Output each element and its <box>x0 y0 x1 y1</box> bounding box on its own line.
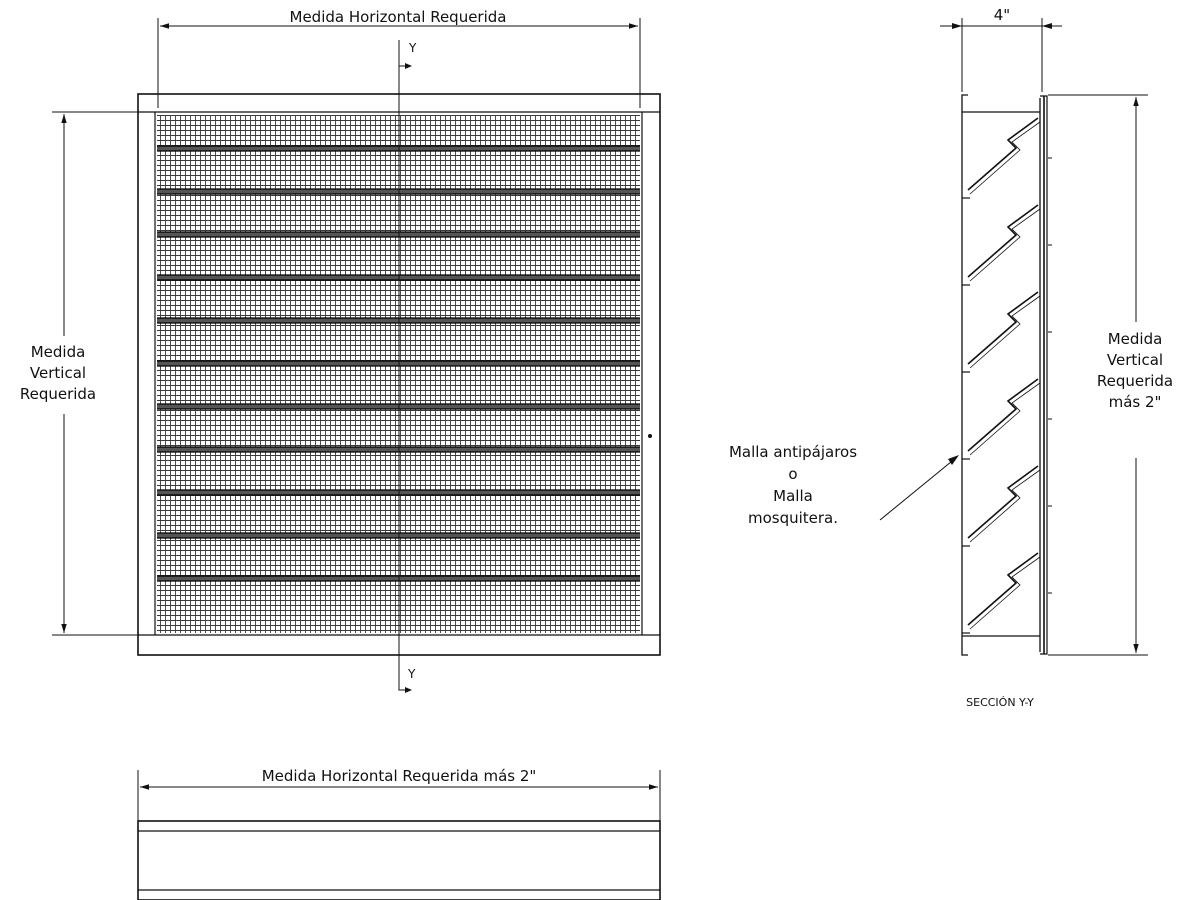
section-blade <box>962 204 1052 286</box>
section-vertical-dimension-label-2: Vertical <box>1107 351 1163 369</box>
front-view: Medida Horizontal Requerida Medida Verti… <box>20 8 661 693</box>
section-marker-bottom: Y <box>398 667 416 693</box>
section-vertical-dimension-label-3: Requerida <box>1097 372 1173 390</box>
mesh-callout: Malla antipájaros o Malla mosquitera. <box>729 443 959 527</box>
front-vertical-dimension: Medida Vertical Requerida <box>20 111 155 636</box>
section-louver-blades <box>962 117 1052 634</box>
mesh-callout-line-3: Malla <box>773 487 813 505</box>
section-marker-bottom-label: Y <box>407 667 416 681</box>
front-vertical-dimension-label-1: Medida <box>31 343 86 361</box>
section-blade <box>962 552 1052 634</box>
section-view: 4" Medida Vertical Requerida más 2" <box>729 6 1173 709</box>
front-vertical-dimension-label-3: Requerida <box>20 385 96 403</box>
section-depth-dimension: 4" <box>940 6 1062 92</box>
section-blade <box>962 291 1052 373</box>
section-marker-top: Y <box>398 41 417 69</box>
bottom-view: Medida Horizontal Requerida más 2" <box>137 767 661 900</box>
section-vertical-dimension-label-1: Medida <box>1108 330 1163 348</box>
front-vertical-dimension-label-2: Vertical <box>30 364 86 382</box>
mesh-callout-line-1: Malla antipájaros <box>729 443 857 461</box>
front-horizontal-dimension: Medida Horizontal Requerida <box>157 8 641 108</box>
front-horizontal-dimension-label: Medida Horizontal Requerida <box>290 8 507 26</box>
section-blade <box>962 465 1052 547</box>
section-frame <box>961 94 1048 656</box>
section-marker-top-label: Y <box>408 41 417 55</box>
section-title: SECCIÓN Y-Y <box>966 696 1034 709</box>
bottom-horizontal-dimension-label: Medida Horizontal Requerida más 2" <box>262 767 537 785</box>
section-vertical-dimension-label-4: más 2" <box>1109 393 1162 411</box>
mesh-callout-line-4: mosquitera. <box>748 509 838 527</box>
section-blade <box>962 378 1052 460</box>
front-latch-dot <box>648 434 652 438</box>
mesh-callout-line-2: o <box>788 465 797 483</box>
section-vertical-dimension: Medida Vertical Requerida más 2" <box>1048 94 1173 656</box>
bottom-frame <box>137 820 661 900</box>
section-blade <box>962 117 1052 199</box>
section-depth-dimension-label: 4" <box>994 6 1010 24</box>
